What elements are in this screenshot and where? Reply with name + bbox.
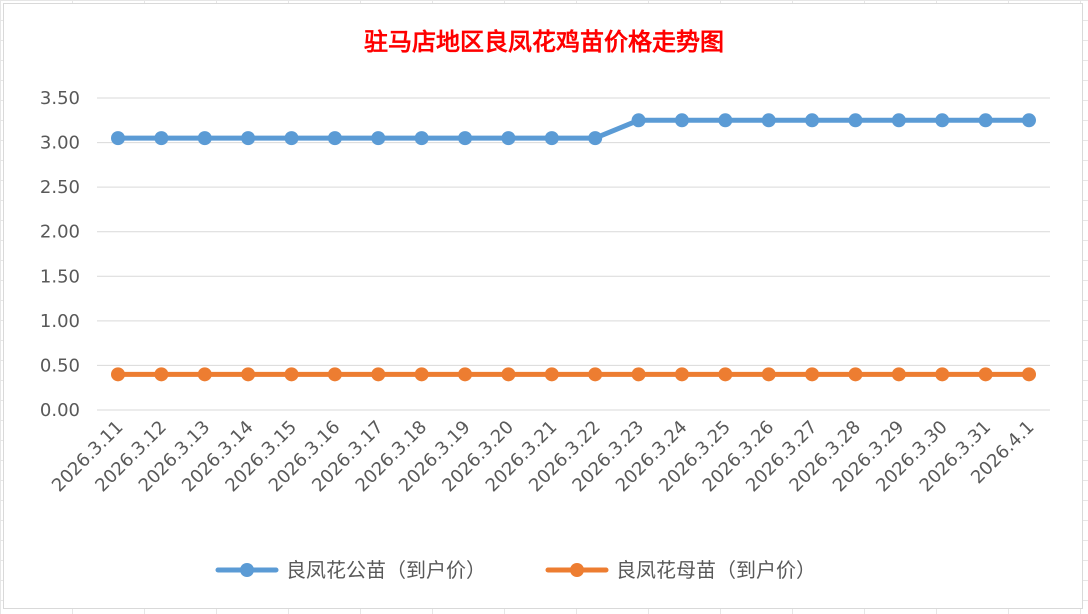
data-point [1022, 113, 1036, 128]
data-point [284, 131, 299, 146]
data-point [978, 367, 993, 382]
y-tick-label: 3.50 [40, 88, 80, 109]
data-point [805, 367, 820, 382]
plot-series [111, 113, 1036, 382]
data-point [805, 113, 820, 128]
y-tick-label: 3.00 [40, 133, 80, 154]
data-point [674, 113, 689, 128]
legend-item[interactable]: 良凤花母苗（到户价） [545, 558, 816, 582]
data-point [891, 367, 906, 382]
data-point [241, 367, 256, 382]
data-point [111, 131, 125, 146]
data-point [327, 367, 342, 382]
data-point [588, 367, 603, 382]
data-point [111, 367, 125, 382]
data-point [501, 367, 516, 382]
data-point [674, 367, 689, 382]
y-tick-label: 1.50 [40, 266, 80, 287]
data-point [197, 367, 212, 382]
data-point [718, 113, 733, 128]
data-point [371, 131, 386, 146]
data-point [761, 367, 776, 382]
y-tick-label: 0.50 [40, 355, 80, 376]
data-point [501, 131, 516, 146]
legend-item[interactable]: 良凤花公苗（到户价） [215, 558, 486, 582]
data-point [1022, 367, 1036, 382]
y-tick-label: 1.00 [40, 311, 80, 332]
legend[interactable]: 良凤花公苗（到户价） 良凤花母苗（到户价） [215, 558, 816, 582]
data-point [154, 131, 169, 146]
y-tick-label: 2.00 [40, 222, 80, 243]
data-point [284, 367, 299, 382]
data-point [631, 367, 646, 382]
data-point [414, 367, 429, 382]
data-point [154, 367, 169, 382]
data-point [371, 367, 386, 382]
gridlines [97, 97, 1050, 411]
data-point [848, 367, 863, 382]
x-axis-ticks: 2026.3.112026.3.122026.3.132026.3.142026… [48, 417, 1039, 497]
y-axis-ticks: 0.00 0.50 1.00 1.50 2.00 2.50 3.00 3.50 [40, 88, 80, 421]
data-point [414, 131, 429, 146]
series-line [115, 117, 1032, 141]
data-point [935, 113, 950, 128]
data-point [544, 131, 559, 146]
legend-label: 良凤花母苗（到户价） [616, 558, 816, 582]
data-point [458, 131, 473, 146]
data-point [891, 113, 906, 128]
data-point [978, 113, 993, 128]
data-point [241, 131, 256, 146]
data-point [458, 367, 473, 382]
data-point [848, 113, 863, 128]
data-point [544, 367, 559, 382]
legend-marker [240, 563, 254, 577]
data-point [718, 367, 733, 382]
legend-marker [570, 563, 584, 577]
data-point [631, 113, 646, 128]
y-tick-label: 2.50 [40, 177, 80, 198]
legend-label: 良凤花公苗（到户价） [286, 558, 486, 582]
y-tick-label: 0.00 [40, 400, 80, 421]
chart-area[interactable] [3, 3, 1083, 609]
data-point [327, 131, 342, 146]
data-point [588, 131, 603, 146]
chart-title: 驻马店地区良凤花鸡苗价格走势图 [364, 27, 724, 56]
data-point [935, 367, 950, 382]
data-point [197, 131, 212, 146]
data-point [761, 113, 776, 128]
